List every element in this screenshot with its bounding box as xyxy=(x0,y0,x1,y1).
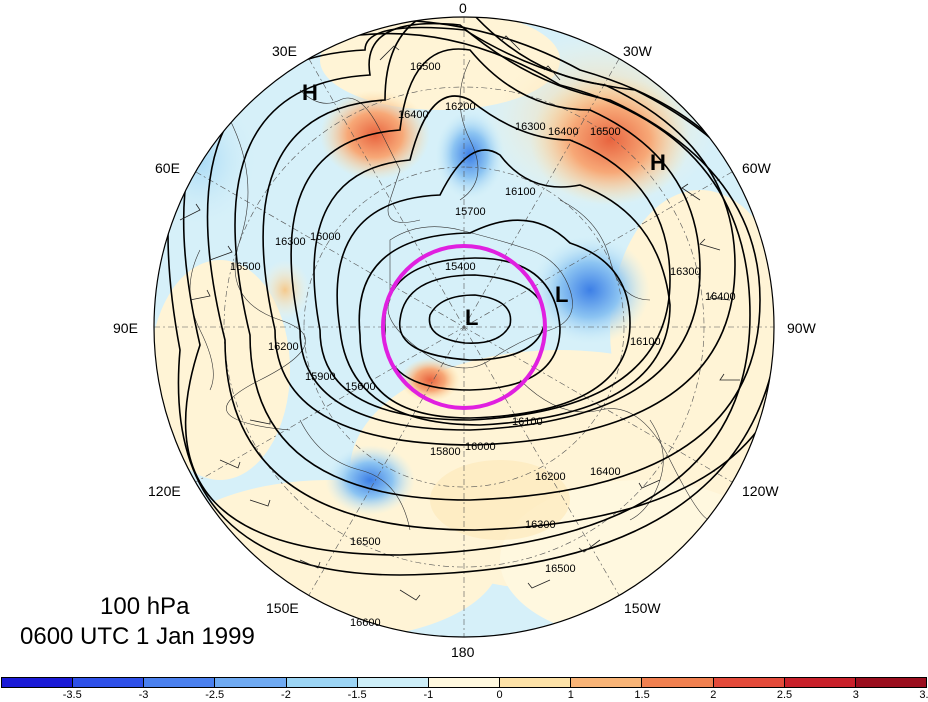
contour-label: 16300 xyxy=(525,519,556,531)
colorbar-segment xyxy=(428,678,501,687)
contour-label: 16500 xyxy=(230,261,261,273)
colorbar-tick-label: 1 xyxy=(567,689,574,701)
colorbar-segment xyxy=(286,678,358,687)
contour-label: 16000 xyxy=(465,441,496,453)
contour-label: 15700 xyxy=(455,206,486,218)
highlight-circle xyxy=(381,244,547,410)
plot-time-title: 0600 UTC 1 Jan 1999 xyxy=(20,623,255,650)
contour-label: 16400 xyxy=(705,291,736,303)
colorbar-segment xyxy=(500,678,572,687)
colorbar-tick-label: 1.5 xyxy=(634,689,650,701)
colorbar-segment xyxy=(215,678,287,687)
contour-label: 16200 xyxy=(268,341,299,353)
colorbar-tick-label: 2 xyxy=(710,689,717,701)
colorbar-tick-label: -2 xyxy=(281,689,291,701)
contour-label: 16300 xyxy=(275,236,306,248)
lon-label-30e: 30E xyxy=(272,43,297,59)
contour-label: 16400 xyxy=(548,126,579,138)
contour-label: 15900 xyxy=(305,371,336,383)
colorbar-segment xyxy=(855,678,927,687)
colorbar-segment xyxy=(2,678,74,687)
contour-label: 16500 xyxy=(545,563,576,575)
contour-label: 15400 xyxy=(445,261,476,273)
contour-label: 16500 xyxy=(410,61,441,73)
colorbar-segment xyxy=(73,678,145,687)
lon-label-60e: 60E xyxy=(155,160,180,176)
colorbar-tick-label: -2.5 xyxy=(205,689,225,701)
contour-label: 16500 xyxy=(350,536,381,548)
wind-barbs xyxy=(179,35,740,601)
contour-label: 16200 xyxy=(535,471,566,483)
colorbar-segment xyxy=(144,678,216,687)
lon-label-30w: 30W xyxy=(623,43,652,59)
plot-level-title: 100 hPa xyxy=(100,593,190,620)
lon-label-180: 180 xyxy=(451,644,475,660)
contour-label: 16600 xyxy=(350,617,381,629)
contour-label: 16200 xyxy=(445,101,476,113)
lon-label-150e: 150E xyxy=(266,600,299,616)
contour-label: 15800 xyxy=(430,446,461,458)
lon-label-120w: 120W xyxy=(742,483,779,499)
contour-label: 16100 xyxy=(512,416,543,428)
lon-label-90e: 90E xyxy=(113,320,138,336)
contour-label: 16300 xyxy=(670,266,701,278)
lon-label-60w: 60W xyxy=(742,160,771,176)
contour-label: 15600 xyxy=(345,381,376,393)
contour-label: 16400 xyxy=(590,466,621,478)
lon-label-0: 0 xyxy=(459,0,467,16)
contour-label: 16100 xyxy=(630,336,661,348)
map-boundary xyxy=(153,16,775,638)
colorbar-tick-label: 0 xyxy=(496,689,503,701)
contour-label: 16100 xyxy=(505,186,536,198)
high-center-label: H xyxy=(302,80,318,105)
low-center-label: L xyxy=(465,305,478,330)
lon-label-90w: 90W xyxy=(787,320,816,336)
colorbar-segment xyxy=(571,678,643,687)
colorbar xyxy=(1,677,927,688)
colorbar-segment xyxy=(357,678,429,687)
contour-label: 16400 xyxy=(398,109,429,121)
colorbar-segment xyxy=(713,678,785,687)
colorbar-tick-label: -1 xyxy=(423,689,434,701)
colorbar-tick-label: -3.5 xyxy=(62,689,82,701)
pressure-centers: H H L L xyxy=(302,80,666,330)
colorbar-tick-label: 2.5 xyxy=(776,689,793,701)
colorbar-tick-label: 3 xyxy=(852,689,859,701)
lon-label-120e: 120E xyxy=(148,483,181,499)
colorbar-segment xyxy=(784,678,856,687)
colorbar-tick-label: 3.5 xyxy=(919,689,928,701)
colorbar-segment xyxy=(642,678,714,687)
colorbar-tick-label: -1.5 xyxy=(347,689,367,701)
contour-label: 16500 xyxy=(590,126,621,138)
contour-label: 16300 xyxy=(515,121,546,133)
lon-label-150w: 150W xyxy=(624,600,661,616)
colorbar-tick-label: -3 xyxy=(138,689,149,701)
low-center-label: L xyxy=(555,282,568,307)
contour-labels: 16500 16400 16200 16300 16400 16500 1610… xyxy=(230,61,736,629)
high-center-label: H xyxy=(650,150,666,175)
coastlines xyxy=(189,59,711,531)
graticule xyxy=(154,17,774,637)
contour-label: 16000 xyxy=(310,231,341,243)
